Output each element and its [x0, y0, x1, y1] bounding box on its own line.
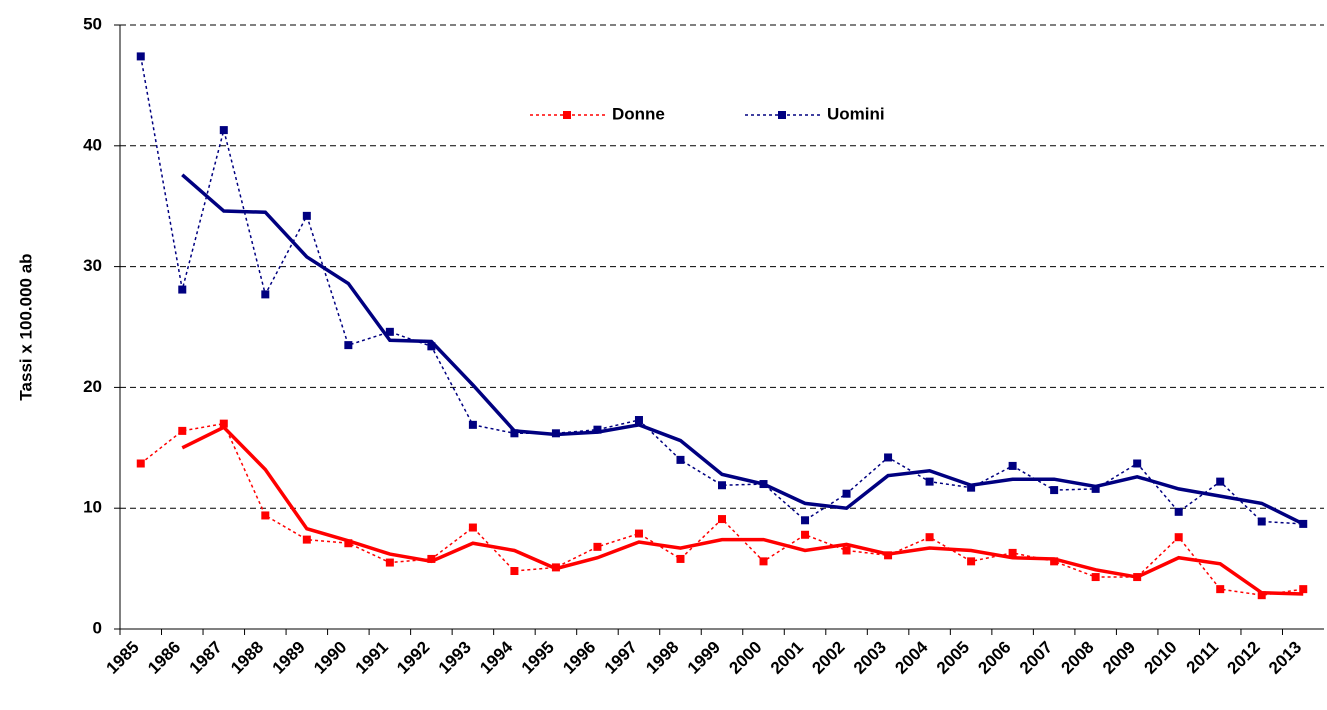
x-tick-label: 1988: [227, 638, 267, 678]
x-tick-label: 1996: [559, 638, 599, 678]
data-point: [302, 211, 311, 220]
data-point: [261, 511, 270, 520]
data-point: [344, 341, 353, 350]
data-point: [634, 529, 643, 538]
data-point: [1091, 573, 1100, 582]
x-tick-label: 1990: [310, 638, 350, 678]
y-tick-label: 50: [83, 14, 102, 33]
data-point: [842, 546, 851, 555]
data-point: [385, 558, 394, 567]
x-tick-label: 1986: [144, 638, 184, 678]
x-tick-label: 2005: [933, 638, 973, 678]
data-point: [1050, 486, 1059, 495]
legend-label: Uomini: [827, 104, 885, 123]
data-point: [676, 554, 685, 563]
data-point: [925, 533, 934, 542]
data-point: [1257, 591, 1266, 600]
data-point: [718, 515, 726, 524]
data-point: [219, 126, 228, 135]
x-tick-label: 2001: [767, 638, 807, 678]
data-point: [468, 523, 477, 532]
y-tick-label: 10: [83, 498, 102, 517]
data-point: [302, 535, 311, 544]
data-point: [967, 557, 976, 566]
data-point: [1133, 459, 1142, 468]
data-point: [925, 477, 934, 486]
x-tick-label: 1997: [601, 638, 641, 678]
y-tick-label: 30: [83, 256, 102, 275]
x-tick-label: 1999: [684, 638, 724, 678]
series-line: [140, 56, 1304, 525]
data-point: [427, 554, 436, 563]
data-point: [759, 557, 768, 566]
data-point: [1008, 461, 1017, 470]
data-point: [1174, 507, 1183, 516]
data-point: [136, 52, 145, 61]
x-tick-label: 1998: [642, 638, 682, 678]
data-point: [967, 483, 976, 492]
y-tick-label: 40: [83, 135, 102, 154]
x-tick-label: 2007: [1016, 638, 1056, 678]
data-point: [1257, 517, 1266, 526]
series-line: [181, 425, 1304, 596]
x-tick-label: 1989: [269, 638, 309, 678]
x-tick-label: 1992: [393, 638, 433, 678]
data-point: [178, 285, 187, 294]
x-tick-label: 2010: [1141, 638, 1181, 678]
x-tick-label: 1994: [476, 637, 517, 678]
data-point: [1050, 557, 1059, 566]
x-tick-label: 2003: [850, 638, 890, 678]
x-tick-label: 2013: [1265, 638, 1305, 678]
data-point: [178, 426, 187, 435]
series-line: [140, 422, 1304, 596]
x-tick-label: 2011: [1183, 638, 1223, 678]
x-tick-label: 2009: [1099, 638, 1139, 678]
data-point: [842, 489, 851, 498]
data-point: [510, 567, 519, 576]
data-point: [344, 539, 353, 548]
x-tick-label: 2006: [974, 638, 1014, 678]
legend-marker: [778, 111, 786, 119]
data-point: [718, 481, 726, 490]
x-tick-label: 1995: [518, 638, 558, 678]
y-tick-label: 0: [93, 618, 102, 637]
data-point: [1091, 484, 1100, 493]
data-point: [593, 425, 602, 434]
x-tick-label: 2004: [891, 637, 932, 678]
x-tick-label: 1985: [103, 638, 143, 678]
x-tick-label: 2000: [725, 638, 765, 678]
legend-label: Donne: [612, 104, 665, 123]
y-axis-label: Tassi x 100.000 ab: [16, 253, 35, 400]
data-point: [1216, 477, 1225, 486]
data-point: [884, 453, 893, 462]
data-point: [510, 429, 519, 438]
data-point: [801, 530, 810, 539]
data-point: [261, 290, 270, 299]
x-tick-label: 1987: [186, 638, 226, 678]
data-point: [801, 516, 810, 525]
x-tick-label: 2002: [808, 638, 848, 678]
data-point: [1299, 585, 1308, 594]
data-point: [676, 455, 685, 464]
legend-marker: [563, 111, 571, 119]
data-point: [634, 416, 643, 425]
x-tick-label: 1993: [435, 638, 475, 678]
data-point: [1008, 548, 1017, 557]
data-point: [385, 327, 394, 336]
series-line: [181, 173, 1305, 526]
data-point: [219, 419, 228, 428]
data-point: [136, 459, 145, 468]
x-tick-label: 2008: [1057, 638, 1097, 678]
data-point: [427, 342, 436, 351]
data-point: [1216, 585, 1225, 594]
x-tick-label: 2012: [1224, 638, 1264, 678]
data-point: [1174, 533, 1183, 542]
y-tick-label: 20: [83, 377, 102, 396]
data-point: [468, 420, 477, 429]
data-point: [593, 542, 602, 551]
x-tick-label: 1991: [352, 638, 392, 678]
